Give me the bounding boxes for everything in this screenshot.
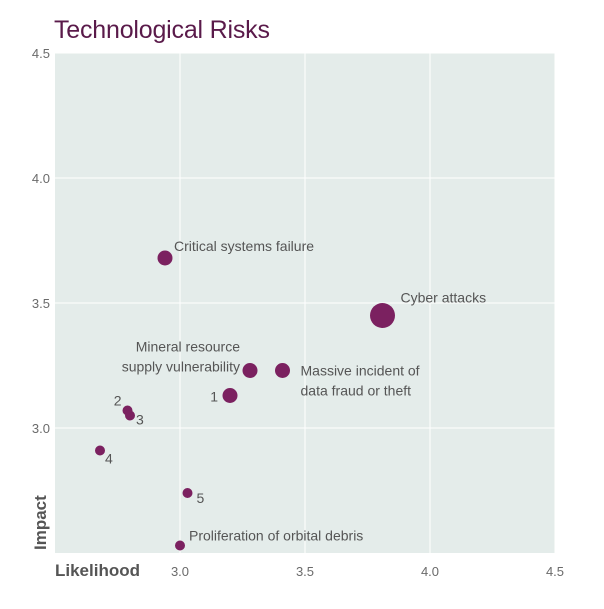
data-point [182, 488, 193, 498]
data-point [125, 410, 135, 421]
data-point [242, 363, 258, 378]
point-label: Massive incident of data fraud or theft [301, 363, 420, 399]
point-label: Proliferation of orbital debris [189, 528, 363, 544]
point-label: 1 [210, 389, 218, 405]
data-point [222, 388, 238, 403]
point-label: Mineral resource supply vulnerability [122, 339, 241, 375]
point-label: Cyber attacks [401, 290, 487, 306]
x-tick-label: 4.0 [421, 564, 439, 579]
data-points [95, 250, 395, 551]
y-tick-label: 3.0 [32, 421, 50, 436]
y-axis-title: Impact [31, 495, 50, 550]
point-label: Critical systems failure [174, 238, 314, 254]
data-point [95, 445, 105, 456]
data-point [157, 250, 173, 266]
data-point [370, 303, 395, 328]
data-point [175, 540, 185, 551]
gridlines [55, 52, 556, 553]
x-axis-title: Likelihood [55, 561, 140, 580]
point-labels: Cyber attacks Critical systems failure Mas… [105, 238, 486, 544]
x-tick-label: 3.0 [171, 564, 189, 579]
y-tick-label: 4.5 [32, 46, 50, 61]
tick-labels: 3.0 3.5 4.0 4.5 3.0 3.5 4.0 4.5 [32, 46, 564, 579]
point-label: 2 [114, 393, 122, 409]
point-label: 4 [105, 451, 113, 467]
x-tick-label: 4.5 [546, 564, 564, 579]
point-label: 5 [197, 490, 205, 506]
y-tick-label: 4.0 [32, 171, 50, 186]
point-label: 3 [136, 412, 144, 428]
x-tick-label: 3.5 [296, 564, 314, 579]
y-tick-label: 3.5 [32, 296, 50, 311]
chart-title: Technological Risks [54, 16, 270, 44]
data-point [275, 363, 290, 378]
